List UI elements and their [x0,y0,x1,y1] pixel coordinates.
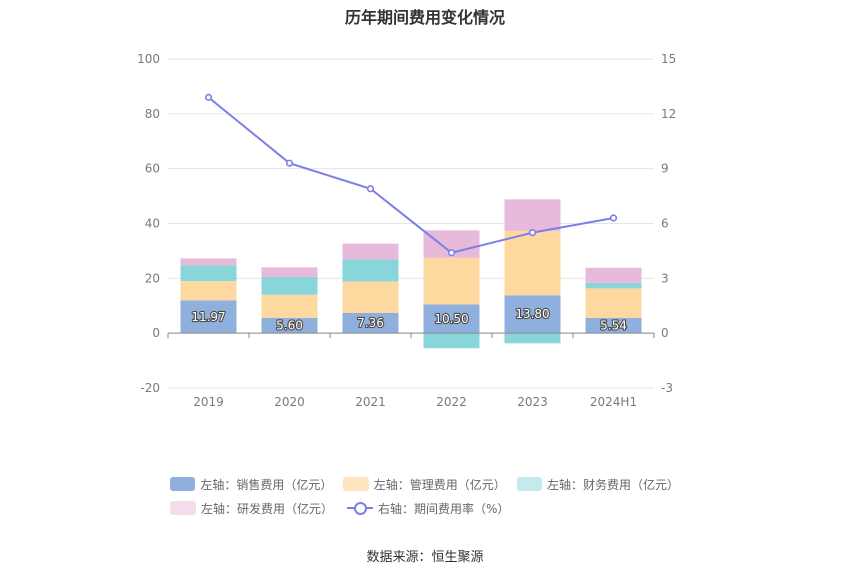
legend-label-rnd: 左轴：研发费用（亿元） [201,501,334,516]
right-axis-tick-label: 3 [661,271,669,285]
category-label: 2019 [193,395,224,409]
bar-左轴：管理费用（亿元） [423,257,480,305]
data-label: 5.54 [600,319,627,333]
bar-左轴：管理费用（亿元） [261,294,318,318]
category-label: 2023 [517,395,548,409]
right-axis-tick-label: 9 [661,162,669,176]
left-axis-tick-label: 20 [145,271,160,285]
bar-左轴：财务费用（亿元） [423,333,480,349]
data-label: 11.97 [191,310,225,324]
left-axis-tick-label: 0 [152,326,160,340]
legend-label-finance: 左轴：财务费用（亿元） [547,477,680,492]
category-label: 2021 [355,395,386,409]
bar-左轴：研发费用（亿元） [180,258,237,266]
right-axis-tick-label: 0 [661,326,669,340]
legend-swatch-rnd [170,501,196,515]
left-axis-tick-label: 40 [145,217,160,231]
bar-左轴：财务费用（亿元） [180,265,237,282]
right-axis-tick-label: 15 [661,52,676,66]
legend-item-finance[interactable]: 左轴：财务费用（亿元） [516,476,680,493]
bar-左轴：管理费用（亿元） [585,288,642,318]
left-axis-tick-label: 60 [145,162,160,176]
legend-item-rnd[interactable]: 左轴：研发费用（亿元） [170,500,333,517]
bar-左轴：销售费用（亿元） [342,312,399,334]
category-label: 2024H1 [590,395,637,409]
bar-左轴：财务费用（亿元） [261,276,318,295]
legend-item-admin[interactable]: 左轴：管理费用（亿元） [343,476,506,493]
bar-左轴：研发费用（亿元） [261,267,318,277]
expense-rate-point [609,214,618,222]
bar-左轴：销售费用（亿元） [504,295,561,334]
data-label: 5.60 [276,318,303,332]
expense-rate-point [366,185,375,193]
source-note: 数据来源：恒生聚源 [366,550,484,565]
bar-左轴：财务费用（亿元） [585,282,642,289]
left-axis-tick-label: 80 [145,107,160,121]
expense-rate-point [285,159,294,167]
bar-左轴：财务费用（亿元） [342,259,399,282]
left-axis-tick-label: -20 [140,381,160,395]
legend-swatch-sales [170,477,196,491]
legend-label-sales: 左轴：销售费用（亿元） [200,477,333,492]
legend-item-expense-rate[interactable]: 右轴：期间费用率（%） [347,500,509,517]
bar-左轴：研发费用（亿元） [585,267,642,283]
legend-item-sales[interactable]: 左轴：销售费用（亿元） [170,476,333,493]
left-axis-tick-label: 100 [137,52,160,66]
chart-title: 历年期间费用变化情况 [344,8,505,27]
bar-左轴：研发费用（亿元） [342,243,399,260]
expense-rate-point [204,93,213,101]
legend-label-admin: 左轴：管理费用（亿元） [373,477,506,492]
bar-左轴：销售费用（亿元） [585,317,642,334]
bar-左轴：销售费用（亿元） [423,304,480,334]
right-axis-tick-label: -3 [661,381,673,395]
category-label: 2022 [436,395,467,409]
expense-rate-point [447,249,456,257]
legend-swatch-finance [516,477,543,491]
legend-swatch-admin [343,477,369,491]
legend: 左轴：销售费用（亿元） 左轴：管理费用（亿元） 左轴：财务费用（亿元） 左轴：研… [170,472,690,520]
legend-swatch-expense-rate [347,501,374,515]
right-axis-tick-label: 6 [661,217,669,231]
bar-左轴：销售费用（亿元） [180,300,237,334]
bar-左轴：销售费用（亿元） [261,317,318,334]
category-label: 2020 [274,395,305,409]
bar-左轴：财务费用（亿元） [504,333,561,344]
expense-rate-point [528,229,537,237]
legend-label-expense-rate: 右轴：期间费用率（%） [378,501,510,516]
data-label: 7.36 [357,316,384,330]
bar-左轴：研发费用（亿元） [504,199,561,231]
right-axis-tick-label: 12 [661,107,676,121]
data-label: 13.80 [515,307,549,321]
expense-rate-line [207,96,614,254]
bar-左轴：管理费用（亿元） [180,281,237,301]
bar-左轴：管理费用（亿元） [342,281,399,313]
bar-左轴：管理费用（亿元） [504,230,561,296]
data-label: 10.50 [434,312,468,326]
